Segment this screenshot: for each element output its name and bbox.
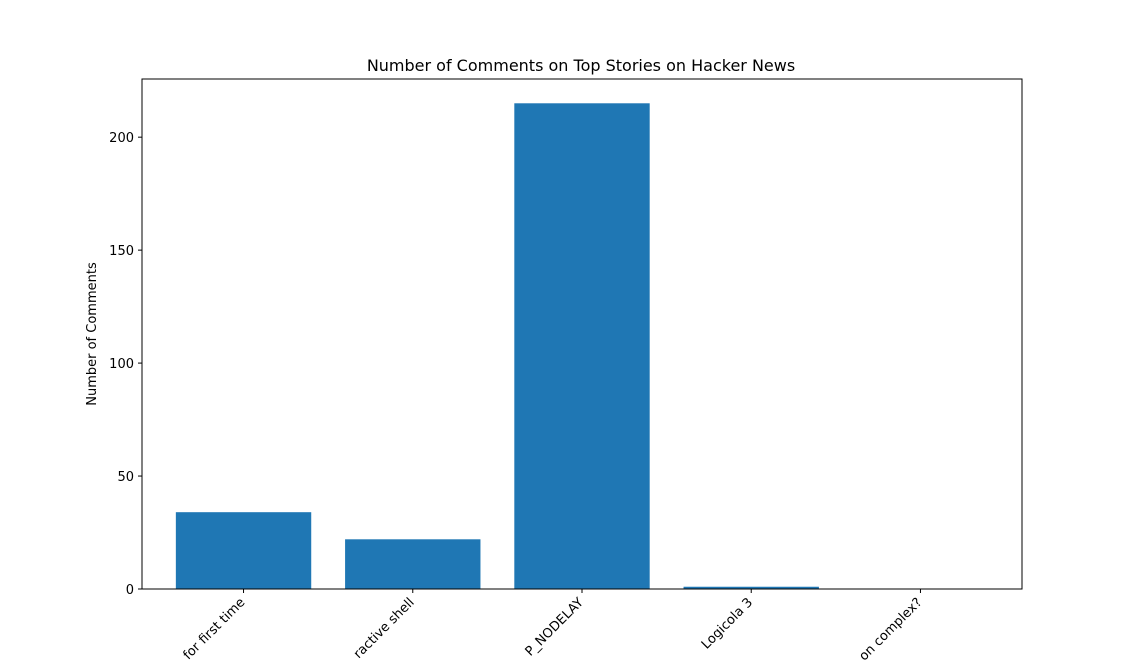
x-tick-label-1: ractive shell: [351, 595, 418, 661]
plot-frame: [141, 78, 1023, 590]
x-tick-label-0: for first time: [181, 595, 249, 661]
y-tick-label-0: 0: [126, 583, 134, 598]
x-tick-label-3: Logicola 3: [699, 595, 756, 652]
bar-2: [514, 103, 650, 589]
chart-title: Number of Comments on Top Stories on Hac…: [367, 56, 795, 75]
y-tick-label-3: 150: [109, 244, 134, 259]
y-tick-label-1: 50: [117, 470, 134, 485]
bars-group: [175, 103, 819, 589]
x-axis: for first time ractive shell P_NODELAY Logi…: [181, 589, 925, 661]
bar-0: [175, 512, 312, 589]
bar-1: [345, 539, 481, 589]
y-axis: 0 50 100 150 200: [109, 131, 142, 598]
y-tick-label-4: 200: [109, 131, 134, 146]
x-tick-label-2: P_NODELAY: [523, 595, 587, 659]
y-tick-label-2: 100: [109, 357, 134, 372]
bar-3: [683, 586, 819, 589]
y-axis-label: Number of Comments: [85, 262, 100, 406]
x-tick-label-4: on complex?: [856, 595, 925, 661]
